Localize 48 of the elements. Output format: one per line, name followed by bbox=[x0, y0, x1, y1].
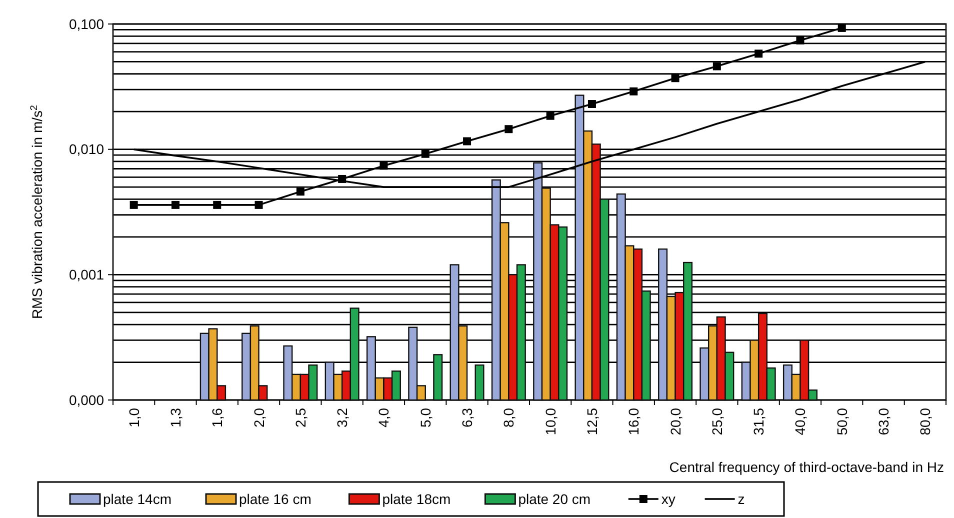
legend-label: plate 20 cm bbox=[518, 490, 591, 507]
x-tick-label: 2,0 bbox=[250, 408, 267, 428]
x-tick-label: 4,0 bbox=[376, 408, 392, 428]
point bbox=[421, 150, 430, 158]
x-tick-label: 63,0 bbox=[876, 408, 892, 436]
point bbox=[254, 200, 263, 209]
point bbox=[504, 125, 513, 134]
legend-label: xy bbox=[661, 490, 676, 507]
x-tick-label: 2,5 bbox=[292, 408, 308, 428]
point bbox=[213, 200, 222, 209]
x-tick-label: 1,0 bbox=[126, 408, 142, 428]
point bbox=[130, 200, 138, 209]
point bbox=[754, 50, 763, 58]
x-tick-label: 80,0 bbox=[917, 408, 934, 436]
x-tick-label: 6,3 bbox=[459, 408, 476, 428]
x-tick-label: 31,5 bbox=[750, 408, 767, 436]
x-tick-label: 1,6 bbox=[209, 408, 226, 428]
x-tick-label: 50,0 bbox=[834, 408, 850, 436]
x-tick-label: 8,0 bbox=[500, 408, 517, 428]
x-tick-label: 3,2 bbox=[334, 408, 350, 428]
point bbox=[838, 24, 846, 32]
legend-label: z bbox=[738, 490, 745, 507]
legend-label: plate 18cm bbox=[382, 490, 451, 507]
x-tick-label: 10,0 bbox=[542, 408, 558, 436]
y-tick-label: 0,001 bbox=[68, 266, 104, 283]
point bbox=[671, 74, 680, 82]
point bbox=[463, 137, 472, 146]
x-tick-label: 5,0 bbox=[417, 408, 434, 428]
point bbox=[171, 200, 180, 209]
y-tick-label: 0,000 bbox=[68, 392, 104, 408]
point bbox=[296, 188, 304, 196]
point bbox=[630, 87, 638, 96]
point bbox=[380, 162, 388, 170]
point bbox=[546, 112, 554, 120]
x-tick-label: 25,0 bbox=[708, 408, 725, 436]
point bbox=[796, 36, 804, 44]
x-tick-label: 40,0 bbox=[792, 408, 808, 436]
y-tick-label: 0,010 bbox=[68, 141, 104, 158]
point bbox=[712, 62, 721, 70]
legend-label: plate 14cm bbox=[103, 490, 172, 507]
x-tick-label: 16,0 bbox=[626, 408, 642, 436]
point bbox=[588, 100, 596, 108]
x-tick-label: 12,5 bbox=[584, 408, 600, 436]
x-tick-label: 20,0 bbox=[667, 408, 684, 436]
legend-label: plate 16 cm bbox=[239, 490, 312, 507]
y-tick-label: 0,100 bbox=[68, 16, 104, 32]
x-tick-label: 1,3 bbox=[167, 408, 184, 428]
x-axis-title: Central frequency of third-octave-band in Hz bbox=[669, 459, 944, 475]
